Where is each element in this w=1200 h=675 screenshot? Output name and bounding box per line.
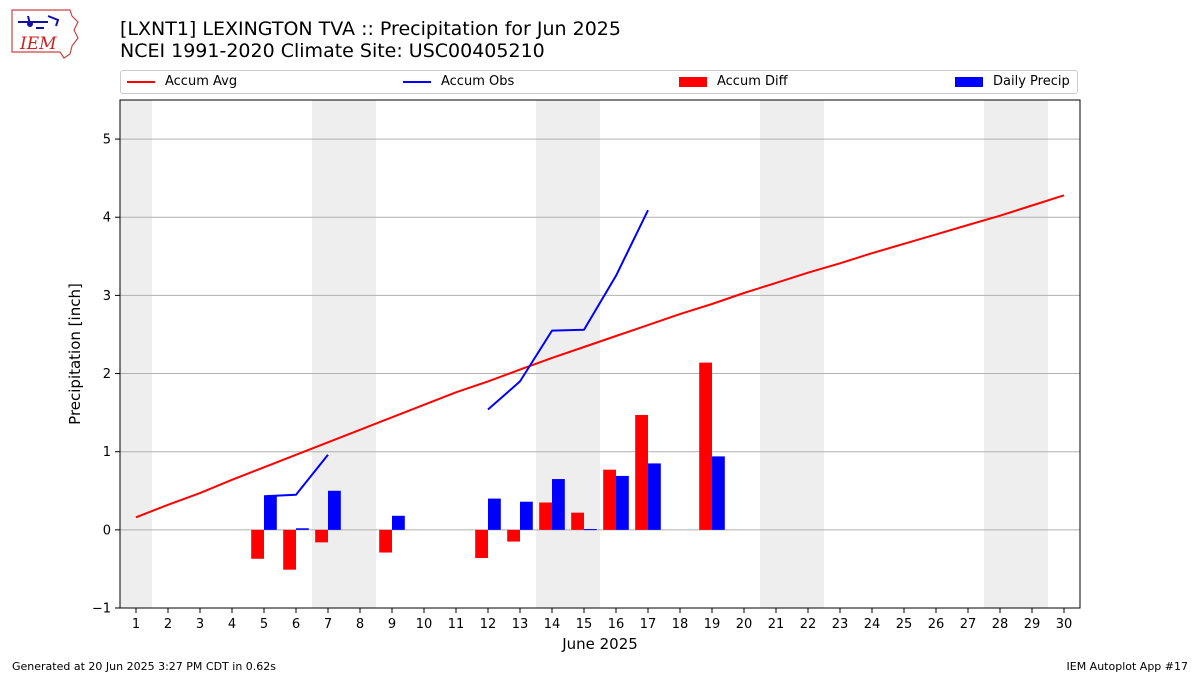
- tick-label-x-24: 24: [864, 617, 881, 632]
- weekend-shade-day-29: [1016, 100, 1048, 608]
- chart-title: [LXNT1] LEXINGTON TVA :: Precipitation f…: [120, 18, 621, 40]
- tick-label-x-21: 21: [768, 617, 785, 632]
- tick-label-x-18: 18: [672, 617, 689, 632]
- weekend-shade-day-1: [120, 100, 152, 608]
- tick-label-x-25: 25: [896, 617, 913, 632]
- plot-frame: [119, 99, 1081, 609]
- accum-diff-bar-day-14: [539, 502, 552, 530]
- tick-label-x-16: 16: [608, 617, 625, 632]
- tick-label-x-6: 6: [292, 617, 300, 632]
- accum-diff-bar-day-12: [475, 529, 488, 558]
- tick-label-x-26: 26: [928, 617, 945, 632]
- tick-label-x-13: 13: [512, 617, 529, 632]
- legend-label-daily-precip: Daily Precip: [993, 74, 1070, 89]
- accum-diff-bar-day-16: [603, 469, 616, 530]
- chart-subtitle: NCEI 1991-2020 Climate Site: USC00405210: [120, 40, 545, 62]
- accum-diff-bar-day-6: [283, 529, 296, 570]
- tick-label-x-3: 3: [196, 617, 204, 632]
- tick-label-x-20: 20: [736, 617, 753, 632]
- tick-label-y-3: 3: [103, 289, 111, 304]
- accum-diff-bar-day-7: [315, 529, 328, 543]
- y-axis-label: Precipitation [inch]: [66, 283, 84, 425]
- tick-label-y-4: 4: [103, 211, 111, 226]
- weekend-shade-day-21: [760, 100, 792, 608]
- tick-label-x-2: 2: [164, 617, 172, 632]
- tick-label-x-12: 12: [480, 617, 497, 632]
- daily-precip-bar-day-5: [264, 496, 277, 530]
- tick-label-y-0: 0: [103, 523, 111, 538]
- accum-diff-bar-day-13: [507, 529, 520, 542]
- tick-label-x-28: 28: [992, 617, 1009, 632]
- accum-diff-bar-day-19: [699, 362, 712, 530]
- accum-obs-line-segment-1: [487, 209, 649, 411]
- accum-diff-bar-day-17: [635, 414, 648, 530]
- legend-swatch-accum-diff: [679, 76, 707, 87]
- tick-label-x-9: 9: [388, 617, 396, 632]
- svg-text:IEM: IEM: [19, 34, 57, 54]
- tick-label-x-15: 15: [576, 617, 593, 632]
- tick-label-x-1: 1: [132, 617, 140, 632]
- daily-precip-bar-day-13: [520, 501, 533, 530]
- daily-precip-bar-day-15: [584, 529, 597, 531]
- tick-label-x-7: 7: [324, 617, 332, 632]
- daily-precip-bar-day-16: [616, 475, 629, 530]
- legend-item-accum-diff: Accum Diff: [679, 74, 788, 89]
- tick-label-y-5: 5: [103, 133, 111, 148]
- tick-label-x-29: 29: [1024, 617, 1041, 632]
- generated-footer: Generated at 20 Jun 2025 3:27 PM CDT in …: [12, 660, 277, 673]
- weekend-shade-day-8: [344, 100, 376, 608]
- accum-obs-line-segment-0: [263, 454, 329, 498]
- weekend-shade-day-28: [984, 100, 1016, 608]
- tick-label-y-2: 2: [103, 367, 111, 382]
- tick-label-x-30: 30: [1056, 617, 1073, 632]
- daily-precip-bar-day-14: [552, 479, 565, 530]
- x-axis-label: June 2025: [561, 635, 638, 653]
- legend-item-accum-avg: Accum Avg: [127, 74, 237, 89]
- iem-logo: IEM: [8, 6, 80, 60]
- tick-label-x-10: 10: [416, 617, 433, 632]
- legend-item-accum-obs: Accum Obs: [403, 74, 514, 89]
- weekend-shade-day-22: [792, 100, 824, 608]
- legend-swatch-accum-obs: [403, 80, 431, 83]
- tick-label-x-11: 11: [448, 617, 465, 632]
- tick-label-x-19: 19: [704, 617, 721, 632]
- tick-label-y-1: 1: [103, 445, 111, 460]
- legend-label-accum-diff: Accum Diff: [717, 74, 788, 89]
- daily-precip-bar-day-7: [328, 490, 341, 530]
- daily-precip-bar-day-6: [296, 528, 309, 530]
- tick-label-x-4: 4: [228, 617, 236, 632]
- tick-label-x-17: 17: [640, 617, 657, 632]
- accum-diff-bar-day-9: [379, 529, 392, 553]
- tick-label-x-23: 23: [832, 617, 849, 632]
- accum-diff-bar-day-15: [571, 512, 584, 530]
- daily-precip-bar-day-17: [648, 463, 661, 530]
- tick-label-x-14: 14: [544, 617, 561, 632]
- legend-label-accum-obs: Accum Obs: [441, 74, 515, 89]
- accum-avg-line-segment-0: [135, 194, 1065, 519]
- app-footer: IEM Autoplot App #17: [1066, 660, 1189, 673]
- legend-item-daily-precip: Daily Precip: [955, 74, 1070, 89]
- legend-swatch-daily-precip: [955, 76, 983, 87]
- tick-label-x-22: 22: [800, 617, 817, 632]
- daily-precip-bar-day-12: [488, 498, 501, 530]
- tick-label-x-27: 27: [960, 617, 977, 632]
- daily-precip-bar-day-19: [712, 456, 725, 530]
- daily-precip-bar-day-9: [392, 515, 405, 530]
- tick-label-x-5: 5: [260, 617, 268, 632]
- legend-swatch-accum-avg: [127, 80, 155, 83]
- accum-diff-bar-day-5: [251, 529, 264, 559]
- weekend-shade-day-15: [568, 100, 600, 608]
- tick-label-y--1: −1: [92, 602, 111, 617]
- tick-label-x-8: 8: [356, 617, 364, 632]
- legend-label-accum-avg: Accum Avg: [165, 74, 238, 89]
- legend: Accum Avg Accum Obs Accum Diff Daily Pre…: [120, 70, 1078, 94]
